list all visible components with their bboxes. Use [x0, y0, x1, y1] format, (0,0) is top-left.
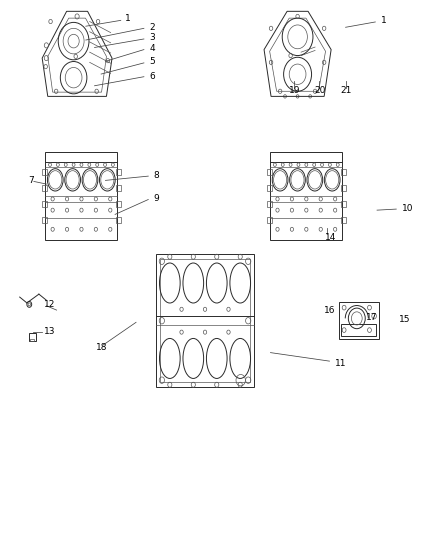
Bar — [116, 184, 121, 191]
Text: 7: 7 — [28, 176, 34, 185]
Bar — [42, 216, 47, 223]
Text: 1: 1 — [125, 14, 131, 23]
Bar — [42, 184, 47, 191]
Bar — [342, 324, 376, 336]
Bar — [160, 259, 250, 383]
Bar — [341, 184, 346, 191]
Text: 20: 20 — [314, 85, 325, 94]
Text: 8: 8 — [153, 171, 159, 180]
Bar — [116, 216, 121, 223]
Text: 2: 2 — [149, 23, 155, 32]
Bar — [267, 168, 272, 175]
Bar — [341, 200, 346, 207]
Bar — [42, 168, 47, 175]
Bar — [341, 168, 346, 175]
Text: 14: 14 — [325, 233, 336, 242]
Bar — [267, 200, 272, 207]
Text: 3: 3 — [149, 34, 155, 43]
Bar — [28, 333, 35, 341]
Text: 5: 5 — [149, 58, 155, 66]
Bar — [267, 216, 272, 223]
Bar — [156, 254, 254, 387]
Bar — [42, 200, 47, 207]
Bar — [339, 302, 379, 340]
Bar — [270, 152, 343, 240]
Text: 19: 19 — [289, 85, 300, 94]
Bar — [341, 216, 346, 223]
Text: 18: 18 — [96, 343, 107, 352]
Text: 16: 16 — [324, 305, 335, 314]
Text: 21: 21 — [340, 85, 352, 94]
Bar — [116, 200, 121, 207]
Text: 11: 11 — [335, 359, 346, 368]
Text: 6: 6 — [149, 71, 155, 80]
Bar — [267, 184, 272, 191]
Text: 4: 4 — [149, 44, 155, 53]
Text: 17: 17 — [366, 312, 377, 321]
Text: 1: 1 — [381, 17, 386, 26]
Bar — [30, 339, 34, 341]
Text: 15: 15 — [399, 315, 410, 324]
Text: 13: 13 — [43, 327, 55, 336]
Bar — [46, 152, 117, 240]
Bar — [116, 168, 121, 175]
Text: 9: 9 — [153, 194, 159, 203]
Text: 10: 10 — [402, 204, 413, 213]
Text: 12: 12 — [43, 300, 55, 309]
